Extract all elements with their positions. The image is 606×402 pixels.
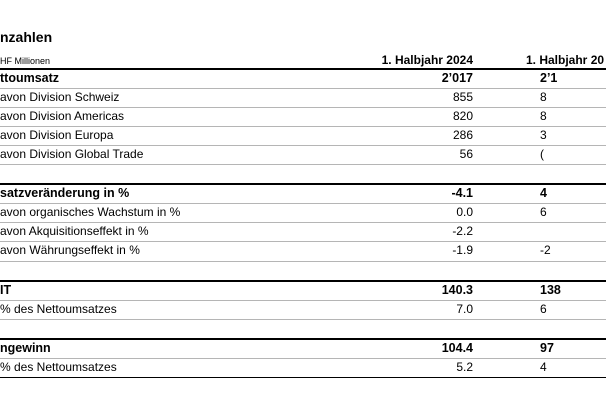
- row-label: % des Nettoumsatzes: [0, 360, 117, 374]
- row-divider: [0, 358, 606, 359]
- row-value-prior: 138: [540, 283, 561, 297]
- table-row-ebit: IT 140.3 138: [0, 281, 606, 300]
- row-value-prior: 4: [540, 186, 547, 200]
- row-value-2024: 0.0: [456, 205, 473, 219]
- row-value-2024: 5.2: [456, 360, 473, 374]
- table-row: avon Division Americas 820 8: [0, 107, 606, 126]
- table-row: % des Nettoumsatzes 7.0 6: [0, 300, 606, 319]
- row-value-2024: -1.9: [452, 243, 473, 257]
- row-value-prior: 4: [540, 360, 547, 374]
- row-label: avon Division Europa: [0, 128, 114, 142]
- table-row-net-sales: ttoumsatz 2’017 2’1: [0, 69, 606, 88]
- table-row: avon Währungseffekt in % -1.9 -2: [0, 241, 606, 260]
- row-value-prior: 3: [540, 128, 547, 142]
- row-label: ttoumsatz: [0, 71, 60, 85]
- section-rule: [0, 280, 606, 282]
- row-divider: [0, 222, 606, 223]
- row-value-prior: 97: [540, 341, 554, 355]
- row-value-2024: -2.2: [452, 224, 473, 238]
- row-divider: [0, 107, 606, 108]
- row-value-2024: 855: [452, 90, 473, 104]
- table-row: avon Division Global Trade 56 (: [0, 145, 606, 164]
- row-divider: [0, 88, 606, 89]
- table-row-net-profit: ngewinn 104.4 97: [0, 339, 606, 358]
- section-rule: [0, 338, 606, 340]
- row-divider: [0, 203, 606, 204]
- row-value-2024: 286: [452, 128, 473, 142]
- row-label: satzveränderung in %: [0, 186, 130, 200]
- table-row: avon Akquisitionseffekt in % -2.2: [0, 222, 606, 241]
- row-divider: [0, 126, 606, 127]
- row-value-prior: 8: [540, 90, 547, 104]
- section-rule: [0, 183, 606, 185]
- row-value-prior: (: [540, 147, 544, 161]
- row-label: ngewinn: [0, 341, 51, 355]
- row-label: avon Division Schweiz: [0, 90, 120, 104]
- row-value-2024: 104.4: [441, 341, 473, 355]
- section-rule: [0, 68, 606, 70]
- row-label: avon organisches Wachstum in %: [0, 205, 181, 219]
- row-value-prior: -2: [540, 243, 551, 257]
- row-label: avon Akquisitionseffekt in %: [0, 224, 149, 238]
- row-divider: [0, 261, 606, 262]
- row-divider: [0, 241, 606, 242]
- row-divider: [0, 145, 606, 146]
- row-value-prior: 6: [540, 205, 547, 219]
- row-divider: [0, 164, 606, 165]
- column-header-2024: 1. Halbjahr 2024: [381, 53, 473, 67]
- table-row: avon Division Schweiz 855 8: [0, 88, 606, 107]
- row-value-2024: 140.3: [441, 283, 473, 297]
- table-title: nzahlen: [0, 29, 53, 45]
- row-label: avon Währungseffekt in %: [0, 243, 140, 257]
- row-value-2024: -4.1: [451, 186, 473, 200]
- row-value-prior: 2’1: [540, 71, 558, 85]
- row-value-2024: 2’017: [441, 71, 473, 85]
- table-row: avon Division Europa 286 3: [0, 126, 606, 145]
- row-label: % des Nettoumsatzes: [0, 302, 117, 316]
- row-label: IT: [0, 283, 12, 297]
- unit-label: HF Millionen: [0, 56, 51, 66]
- row-label: avon Division Americas: [0, 109, 125, 123]
- column-header-prior-year: 1. Halbjahr 20: [526, 53, 605, 67]
- row-value-2024: 820: [452, 109, 473, 123]
- row-value-prior: 8: [540, 109, 547, 123]
- table-row: avon organisches Wachstum in % 0.0 6: [0, 203, 606, 222]
- row-value-prior: 6: [540, 302, 547, 316]
- row-divider: [0, 300, 606, 301]
- row-value-2024: 7.0: [456, 302, 473, 316]
- row-value-2024: 56: [459, 147, 473, 161]
- table-bottom-rule: [0, 377, 606, 378]
- row-label: avon Division Global Trade: [0, 147, 144, 161]
- row-divider: [0, 319, 606, 320]
- table-row: % des Nettoumsatzes 5.2 4: [0, 358, 606, 377]
- table-row-sales-change: satzveränderung in % -4.1 4: [0, 184, 606, 203]
